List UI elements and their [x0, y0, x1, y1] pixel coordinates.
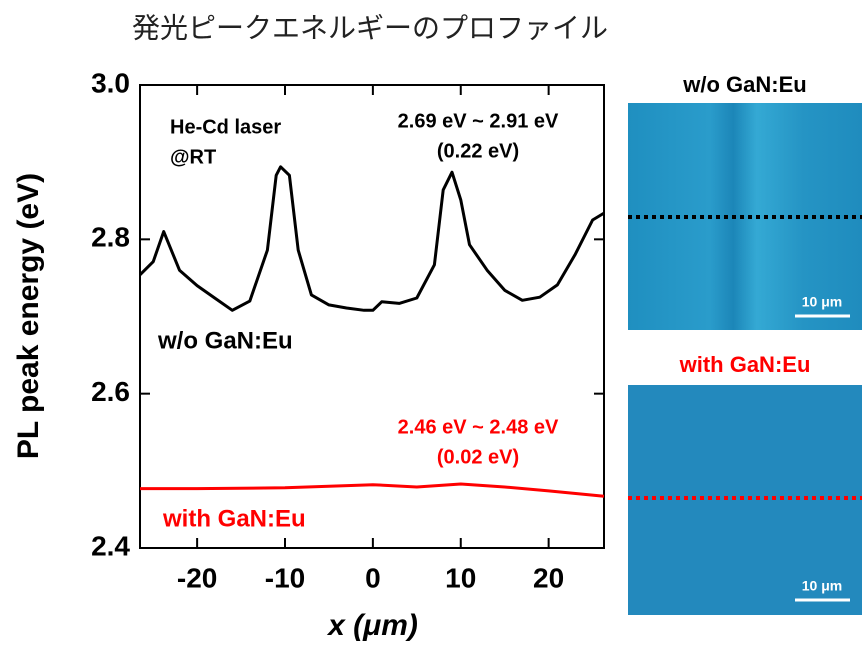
data-line [140, 484, 604, 496]
figure: 発光ピークエネルギーのプロファイル PL peak energy (eV) x … [0, 0, 862, 647]
x-tick-label: -10 [265, 562, 305, 593]
x-tick-label: 10 [445, 562, 476, 593]
title: 発光ピークエネルギーのプロファイル [132, 12, 608, 43]
y-tick-label: 2.4 [91, 530, 130, 561]
y-tick-label: 2.6 [91, 376, 130, 407]
image-title: w/o GaN:Eu [682, 72, 806, 97]
x-tick-label: -20 [177, 562, 217, 593]
annotation: 2.69 eV ~ 2.91 eV [398, 110, 559, 132]
annotation: (0.22 eV) [437, 140, 519, 162]
annotation: @RT [170, 146, 216, 168]
series-label: w/o GaN:Eu [157, 327, 293, 354]
scale-bar-label: 10 μm [802, 294, 842, 310]
data-line [140, 167, 604, 310]
annotation: (0.02 eV) [437, 446, 519, 468]
y-tick-label: 2.8 [91, 222, 130, 253]
x-tick-label: 0 [365, 562, 381, 593]
annotation: 2.46 eV ~ 2.48 eV [398, 416, 559, 438]
image-title: with GaN:Eu [679, 352, 811, 377]
y-tick-label: 3.0 [91, 67, 130, 98]
x-axis-label: x (μm) [326, 609, 418, 642]
x-tick-label: 20 [533, 562, 564, 593]
y-axis-label: PL peak energy (eV) [12, 173, 45, 459]
annotation: He-Cd laser [170, 116, 281, 138]
series-label: with GaN:Eu [162, 505, 306, 532]
scale-bar-label: 10 μm [802, 578, 842, 594]
